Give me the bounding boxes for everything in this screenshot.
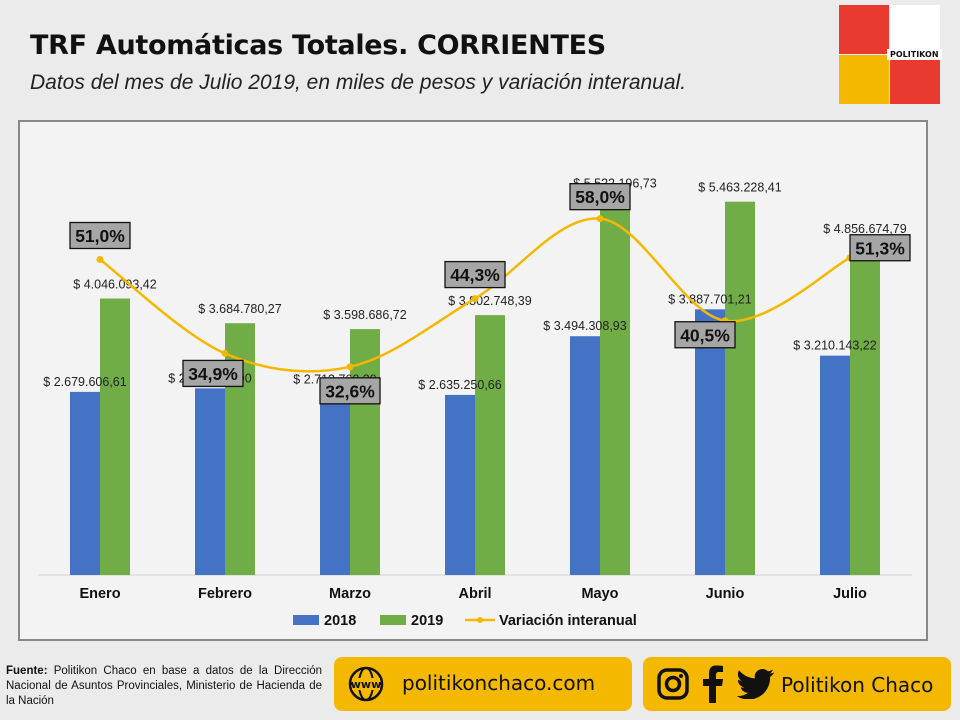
x-tick-labels-group: Enero Febrero Marzo Abril Mayo Junio Julio	[79, 586, 867, 602]
variation-point-2	[346, 363, 354, 371]
website-link[interactable]: politikonchaco.com	[402, 671, 596, 695]
website-banner[interactable]: www politikonchaco.com	[334, 657, 632, 711]
bar-2018-6	[820, 355, 850, 575]
x-tick-3: Abril	[458, 586, 491, 602]
bar-2018-3	[445, 394, 475, 575]
variation-label-2: 32,6%	[325, 381, 375, 401]
legend-label-2018: 2018	[324, 613, 356, 629]
legend-marker-variation	[477, 617, 483, 623]
variation-point-0	[96, 256, 104, 263]
logo-square-white	[890, 5, 940, 54]
x-tick-6: Julio	[833, 586, 867, 602]
legend-swatch-2018	[293, 615, 319, 625]
bar-2018-0	[70, 391, 100, 575]
variation-point-4	[596, 215, 604, 223]
x-tick-1: Febrero	[198, 586, 252, 602]
logo-square-red	[839, 5, 889, 54]
social-name: Politikon Chaco	[781, 673, 934, 697]
variation-label-5: 40,5%	[680, 325, 730, 345]
label-2018-5: $ 3.887.701,21	[668, 292, 751, 306]
source-label: Fuente:	[6, 665, 48, 677]
variation-point-1	[221, 349, 229, 357]
source-text: Politikon Chaco en base a datos de la Di…	[6, 665, 322, 707]
variation-label-3: 44,3%	[450, 265, 500, 285]
chart-area: $ 2.679.606,61$ 4.046.093,42$ 2.731.859,…	[18, 120, 928, 641]
chart-svg: $ 2.679.606,61$ 4.046.093,42$ 2.731.859,…	[38, 177, 912, 629]
www-label: www	[351, 678, 382, 691]
variation-label-box-6	[849, 234, 911, 262]
variation-label-box-0	[69, 221, 131, 250]
legend-label-variation: Variación interanual	[499, 613, 637, 629]
bar-2019-6	[850, 243, 880, 575]
social-banner[interactable]: Politikon Chaco	[643, 657, 951, 711]
bar-2019-5	[725, 201, 755, 575]
bar-2018-5	[695, 309, 725, 575]
x-tick-4: Mayo	[581, 586, 618, 602]
variation-label-1: 34,9%	[188, 364, 238, 384]
variation-point-3	[471, 295, 479, 303]
bar-2019-0	[100, 298, 130, 575]
variation-label-box-1	[182, 359, 244, 388]
bar-2018-1	[195, 388, 225, 575]
globe-icon: www	[348, 666, 384, 702]
label-2019-6: $ 4.856.674,79	[823, 222, 906, 236]
x-tick-2: Marzo	[329, 586, 371, 602]
logo-square-yellow	[839, 55, 889, 104]
bar-2019-4	[600, 197, 630, 575]
legend-label-2019: 2019	[411, 613, 443, 629]
x-tick-5: Junio	[706, 586, 745, 602]
label-2018-6: $ 3.210.143,22	[793, 339, 876, 353]
chart-title: TRF Automáticas Totales. CORRIENTES	[30, 30, 606, 61]
x-tick-0: Enero	[79, 586, 120, 602]
label-2019-5: $ 5.463.228,41	[698, 181, 781, 195]
bar-2018-2	[320, 389, 350, 575]
variation-label-6: 51,3%	[855, 238, 905, 258]
legend: 2018 2019 Variación interanual	[293, 613, 637, 629]
label-2019-0: $ 4.046.093,42	[73, 278, 156, 292]
bar-2018-4	[570, 336, 600, 575]
instagram-icon[interactable]	[657, 668, 689, 700]
facebook-icon[interactable]	[701, 665, 725, 703]
variation-label-box-4	[569, 183, 631, 211]
label-2018-0: $ 2.679.606,61	[43, 375, 126, 389]
legend-swatch-2019	[380, 615, 406, 625]
logo-text: POLITIKON	[887, 49, 942, 60]
variation-labels-group: 51,0% 34,9% 32,6% 44,3% 58,0% 40,5% 51,3%	[69, 183, 911, 405]
twitter-icon[interactable]	[737, 669, 775, 699]
variation-label-0: 51,0%	[75, 226, 125, 246]
chart-subtitle: Datos del mes de Julio 2019, en miles de…	[30, 71, 687, 94]
label-2018-4: $ 3.494.308,93	[543, 319, 626, 333]
variation-label-box-5	[674, 321, 736, 349]
logo-square-red-2	[890, 55, 940, 104]
politikon-logo: POLITIKON	[839, 5, 942, 104]
variation-label-4: 58,0%	[575, 187, 625, 207]
variation-label-box-3	[444, 260, 506, 289]
bar-2019-3	[475, 315, 505, 575]
label-2019-2: $ 3.598.686,72	[323, 308, 406, 322]
label-2019-3: $ 3.802.748,39	[448, 294, 531, 308]
bar-2019-2	[350, 329, 380, 575]
label-2019-1: $ 3.684.780,27	[198, 302, 281, 316]
label-2018-3: $ 2.635.250,66	[418, 378, 501, 392]
source-note: Fuente: Politikon Chaco en base a datos …	[6, 664, 322, 709]
variation-label-box-2	[319, 377, 381, 405]
